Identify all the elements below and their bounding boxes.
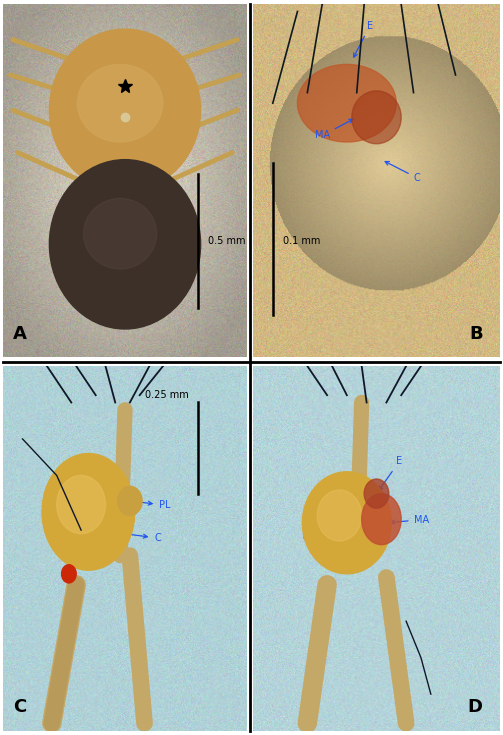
Text: C: C xyxy=(99,531,161,543)
Text: PL: PL xyxy=(133,501,171,510)
Ellipse shape xyxy=(49,29,201,191)
Ellipse shape xyxy=(83,198,157,269)
Text: MA: MA xyxy=(390,514,429,525)
Ellipse shape xyxy=(362,494,401,545)
Text: C: C xyxy=(13,698,26,716)
Text: 0.25 mm: 0.25 mm xyxy=(144,390,188,400)
Text: A: A xyxy=(13,325,27,343)
Ellipse shape xyxy=(61,564,76,583)
Ellipse shape xyxy=(118,487,142,515)
Ellipse shape xyxy=(317,490,362,541)
Ellipse shape xyxy=(49,159,201,329)
Ellipse shape xyxy=(364,479,389,508)
Text: D: D xyxy=(468,698,483,716)
Text: C: C xyxy=(302,533,343,543)
Ellipse shape xyxy=(42,453,135,570)
Ellipse shape xyxy=(352,91,401,144)
Ellipse shape xyxy=(297,65,396,142)
Ellipse shape xyxy=(57,476,106,534)
Text: 0.5 mm: 0.5 mm xyxy=(208,236,245,245)
Ellipse shape xyxy=(77,65,163,142)
Text: E: E xyxy=(354,21,373,57)
Ellipse shape xyxy=(302,472,391,574)
Text: E: E xyxy=(379,456,402,490)
Text: C: C xyxy=(385,162,421,183)
Text: 0.1 mm: 0.1 mm xyxy=(283,236,320,245)
Text: MA: MA xyxy=(315,119,353,140)
Text: B: B xyxy=(469,325,483,343)
